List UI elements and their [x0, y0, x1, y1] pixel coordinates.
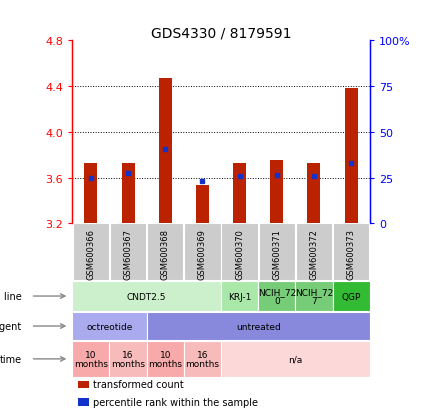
FancyBboxPatch shape — [109, 341, 147, 377]
FancyBboxPatch shape — [295, 281, 332, 311]
FancyBboxPatch shape — [72, 281, 221, 311]
Text: n/a: n/a — [288, 354, 303, 363]
Bar — [345, 89, 358, 224]
Bar — [159, 79, 172, 224]
FancyBboxPatch shape — [184, 224, 221, 281]
Text: 10
months: 10 months — [148, 350, 182, 368]
Text: KRJ-1: KRJ-1 — [228, 292, 251, 301]
FancyBboxPatch shape — [221, 341, 370, 377]
FancyBboxPatch shape — [184, 341, 221, 377]
FancyBboxPatch shape — [72, 313, 147, 340]
Bar — [78, 398, 89, 406]
Text: cell line: cell line — [0, 291, 22, 301]
Text: 16
months: 16 months — [111, 350, 145, 368]
Text: NCIH_72
0: NCIH_72 0 — [258, 287, 296, 306]
FancyBboxPatch shape — [73, 224, 109, 281]
Text: GSM600366: GSM600366 — [86, 228, 95, 279]
Text: GSM600367: GSM600367 — [124, 228, 133, 279]
FancyBboxPatch shape — [147, 341, 184, 377]
Bar — [270, 161, 283, 224]
Text: GSM600368: GSM600368 — [161, 228, 170, 279]
Bar — [196, 186, 209, 224]
Text: GSM600370: GSM600370 — [235, 228, 244, 279]
Text: transformed count: transformed count — [93, 380, 184, 389]
Bar — [307, 163, 320, 224]
FancyBboxPatch shape — [333, 224, 369, 281]
Text: untreated: untreated — [236, 322, 280, 331]
Text: QGP: QGP — [341, 292, 361, 301]
FancyBboxPatch shape — [72, 341, 109, 377]
Text: GSM600369: GSM600369 — [198, 228, 207, 279]
Text: NCIH_72
7: NCIH_72 7 — [295, 287, 333, 306]
FancyBboxPatch shape — [221, 281, 258, 311]
Title: GDS4330 / 8179591: GDS4330 / 8179591 — [151, 26, 291, 40]
Text: octreotide: octreotide — [86, 322, 133, 331]
Text: agent: agent — [0, 321, 22, 331]
Text: GSM600372: GSM600372 — [309, 228, 318, 279]
FancyBboxPatch shape — [221, 224, 258, 281]
Text: 10
months: 10 months — [74, 350, 108, 368]
Bar — [233, 163, 246, 224]
Text: time: time — [0, 354, 22, 364]
Text: CNDT2.5: CNDT2.5 — [127, 292, 166, 301]
Text: GSM600371: GSM600371 — [272, 228, 281, 279]
FancyBboxPatch shape — [110, 224, 146, 281]
Bar — [84, 163, 97, 224]
FancyBboxPatch shape — [332, 281, 370, 311]
Text: 16
months: 16 months — [185, 350, 219, 368]
Bar — [78, 381, 89, 388]
Bar — [122, 163, 135, 224]
FancyBboxPatch shape — [258, 281, 295, 311]
FancyBboxPatch shape — [258, 224, 295, 281]
FancyBboxPatch shape — [147, 313, 370, 340]
FancyBboxPatch shape — [296, 224, 332, 281]
Text: percentile rank within the sample: percentile rank within the sample — [93, 397, 258, 407]
FancyBboxPatch shape — [147, 224, 184, 281]
Text: GSM600373: GSM600373 — [347, 228, 356, 279]
